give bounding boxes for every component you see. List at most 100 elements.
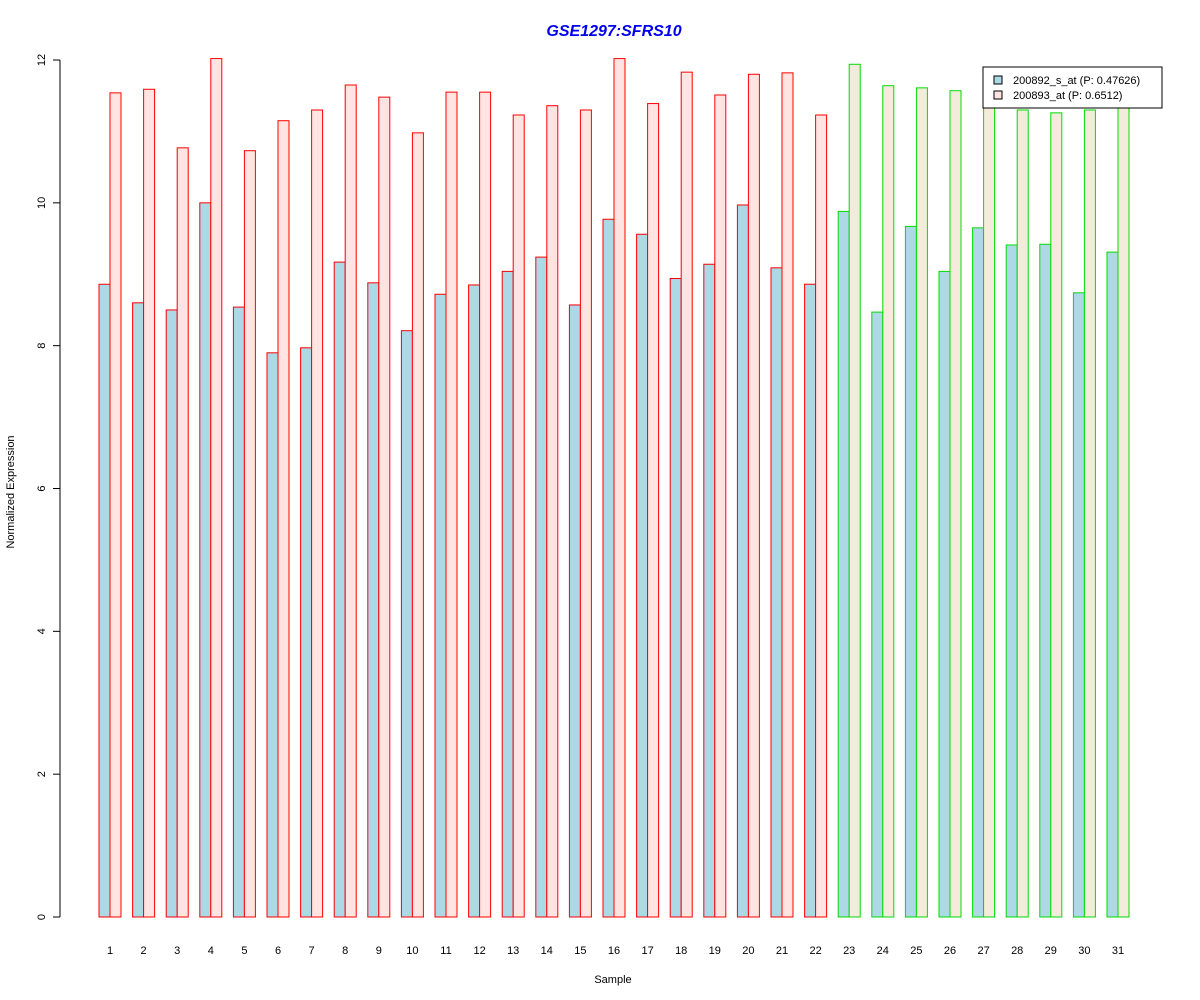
bar-200893-sample-1 [109,92,122,918]
bar-200892-sample-3 [165,309,178,918]
x-tick-label: 13 [507,945,519,957]
bar-200893-sample-14 [546,105,559,918]
bar-200892-sample-8 [333,261,346,918]
x-tick-label: 9 [376,945,382,957]
bar-200893-sample-30 [1083,109,1096,918]
bar-200892-sample-15 [568,304,581,918]
bar-200893-sample-17 [647,103,660,918]
bar-200893-sample-29 [1050,112,1063,918]
x-tick-label: 16 [608,945,620,957]
bar-200892-sample-24 [871,311,884,918]
x-tick-label: 12 [473,945,485,957]
bar-200892-sample-6 [266,352,279,918]
bar-200893-sample-22 [815,114,828,918]
bar-200892-sample-25 [904,225,917,918]
bar-200893-sample-27 [983,105,996,918]
legend-swatch-series-2 [993,90,1003,100]
bar-200892-sample-12 [468,284,481,918]
bar-200893-sample-11 [445,91,458,918]
x-tick-label: 7 [309,945,315,957]
bar-200893-sample-24 [882,85,895,918]
bar-200892-sample-1 [98,283,111,918]
x-tick-label: 6 [275,945,281,957]
bar-200893-sample-28 [1016,109,1029,918]
legend-label-series-2: 200893_at (P: 0.6512) [1013,90,1122,102]
x-tick-label: 8 [342,945,348,957]
bar-200892-sample-23 [837,210,850,918]
bar-200892-sample-27 [972,227,985,918]
bar-200893-sample-19 [714,94,727,918]
bar-200893-sample-7 [311,109,324,918]
y-tick-label: 10 [36,197,48,209]
x-tick-label: 28 [1011,945,1023,957]
y-axis-label: Normalized Expression [5,435,17,548]
x-tick-label: 24 [877,945,889,957]
bar-200892-sample-26 [938,270,951,918]
bar-200893-sample-15 [579,109,592,918]
x-tick-label: 23 [843,945,855,957]
bar-200892-sample-18 [669,278,682,918]
y-tick-label: 4 [36,628,48,634]
x-tick-label: 29 [1045,945,1057,957]
legend: 200892_s_at (P: 0.47626) 200893_at (P: 0… [982,66,1163,109]
bar-200893-sample-2 [143,88,156,918]
bar-200892-sample-20 [736,204,749,918]
bar-200893-sample-18 [680,71,693,918]
chart-title: GSE1297:SFRS10 [546,23,681,40]
x-tick-label: 2 [141,945,147,957]
bar-200893-sample-26 [949,90,962,918]
x-tick-label: 4 [208,945,214,957]
x-tick-label: 22 [809,945,821,957]
bar-200893-sample-21 [781,72,794,918]
bar-200893-sample-12 [479,91,492,918]
y-axis: 0 2 4 6 8 10 12 [36,54,61,920]
bar-200892-sample-31 [1106,251,1119,918]
x-tick-label: 21 [776,945,788,957]
x-tick-label: 27 [977,945,989,957]
bar-200893-sample-9 [378,96,391,918]
x-tick-label: 1 [107,945,113,957]
bar-200892-sample-9 [367,282,380,918]
bar-200892-sample-11 [434,293,447,918]
x-tick-label: 14 [541,945,553,957]
x-tick-label: 3 [174,945,180,957]
bar-200893-sample-6 [277,120,290,918]
bar-200893-sample-31 [1117,105,1130,918]
bar-200892-sample-22 [804,283,817,918]
bar-200892-sample-10 [400,330,413,918]
bar-200892-sample-30 [1072,292,1085,918]
bar-200893-sample-5 [243,150,256,918]
bar-200893-sample-8 [344,84,357,918]
legend-label-series-1: 200892_s_at (P: 0.47626) [1013,75,1140,87]
y-tick-label: 12 [36,54,48,66]
bars-group [98,58,1130,918]
legend-box [982,66,1163,109]
x-tick-label: 15 [574,945,586,957]
x-tick-label: 17 [641,945,653,957]
bar-200892-sample-5 [232,306,245,918]
bar-200892-sample-2 [132,302,145,918]
x-tick-label: 25 [910,945,922,957]
y-tick-label: 2 [36,771,48,777]
x-tick-label: 11 [440,945,451,957]
bar-200892-sample-14 [535,256,548,918]
y-tick-label: 6 [36,485,48,491]
bar-200893-sample-13 [512,114,525,918]
y-tick-label: 0 [36,914,48,920]
x-tick-label: 31 [1112,945,1124,957]
bar-200892-sample-4 [199,202,212,918]
bar-200893-sample-10 [411,132,424,918]
x-tick-labels: 1 2 3 4 5 6 7 8 9 10 11 12 13 14 15 16 17 18 19 20 21 22 23 24 2… [107,945,1124,957]
bar-200893-sample-23 [848,63,861,918]
bar-200892-sample-7 [300,347,313,918]
x-tick-label: 20 [742,945,754,957]
x-tick-label: 5 [241,945,247,957]
bar-200892-sample-21 [770,267,783,918]
bar-200892-sample-19 [703,263,716,918]
bar-200892-sample-29 [1039,243,1052,918]
x-axis-label: Sample [594,974,631,986]
bar-200893-sample-4 [210,58,223,918]
x-tick-label: 19 [709,945,721,957]
legend-swatch-series-1 [993,75,1003,85]
